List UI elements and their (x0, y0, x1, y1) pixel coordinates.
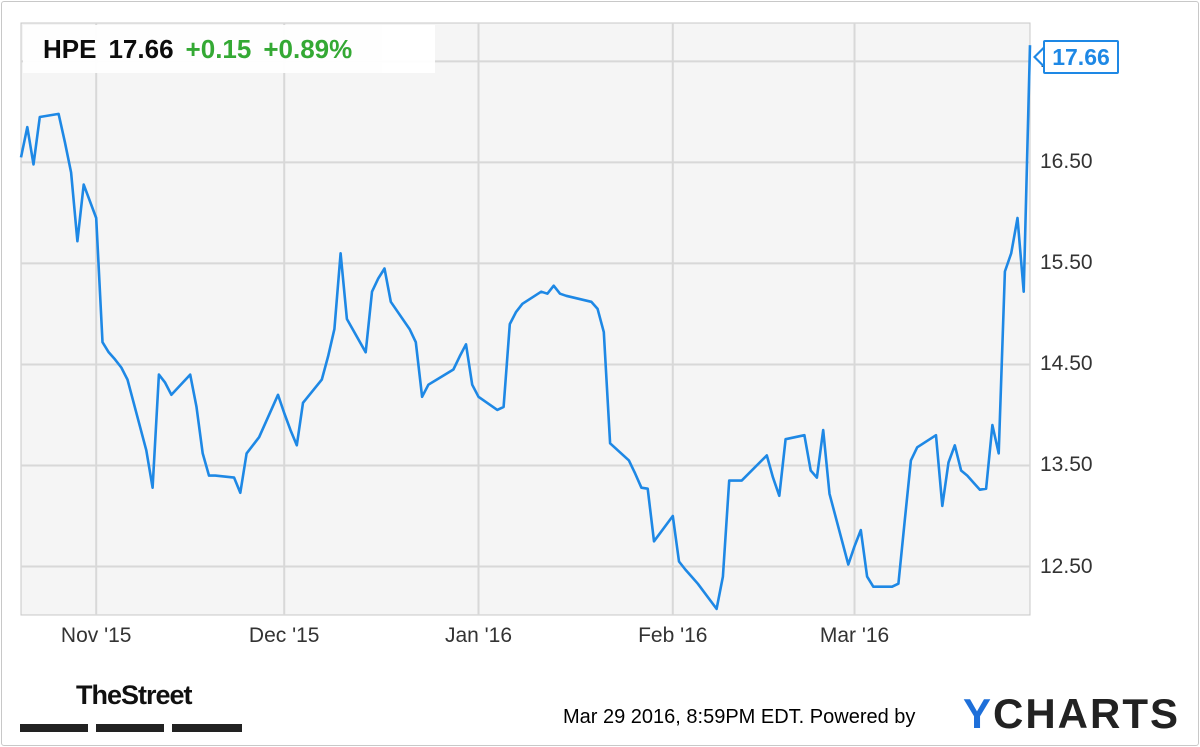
thestreet-wordmark: TheStreet (76, 680, 193, 710)
gridlines (21, 23, 1030, 615)
ycharts-logo-rest: CHARTS (993, 690, 1181, 737)
y-tick-label: 13.50 (1040, 453, 1093, 477)
y-tick-label: 12.50 (1040, 554, 1093, 578)
last-value-pointer-fill (1036, 50, 1043, 64)
ycharts-logo-y: Y (963, 690, 994, 737)
x-tick-label: Feb '16 (638, 624, 708, 647)
y-tick-label: 14.50 (1040, 352, 1093, 376)
thestreet-logo: TheStreet (20, 680, 242, 736)
x-tick-label: Dec '15 (248, 624, 320, 647)
price-change-percent: +0.89% (263, 33, 353, 64)
price-line (19, 45, 1032, 611)
quote-header: HPE 17.66 +0.15 +0.89% (23, 25, 435, 73)
timestamp: Mar 29 2016, 8:59PM EDT. (563, 706, 805, 728)
ycharts-logo[interactable]: YCHARTS (963, 690, 1180, 738)
powered-by-label: Powered by (809, 706, 916, 728)
last-price: 17.66 (108, 33, 174, 64)
ticker-symbol: HPE (43, 33, 97, 64)
price-change: +0.15 (185, 33, 252, 64)
last-value-tag: 17.66 (1043, 40, 1119, 74)
x-tick-label: Nov '15 (60, 624, 132, 647)
x-tick-label: Mar '16 (819, 624, 890, 647)
logo-bar (20, 724, 88, 732)
y-tick-label: 15.50 (1040, 251, 1093, 275)
logo-bar (172, 724, 242, 732)
footer-timestamp-line: Mar 29 2016, 8:59PM EDT. Powered by (563, 706, 915, 729)
price-series (19, 45, 1032, 611)
y-tick-label: 16.50 (1040, 150, 1093, 174)
logo-bar (96, 724, 164, 732)
x-tick-label: Jan '16 (444, 624, 513, 647)
plot-area (20, 22, 1031, 616)
